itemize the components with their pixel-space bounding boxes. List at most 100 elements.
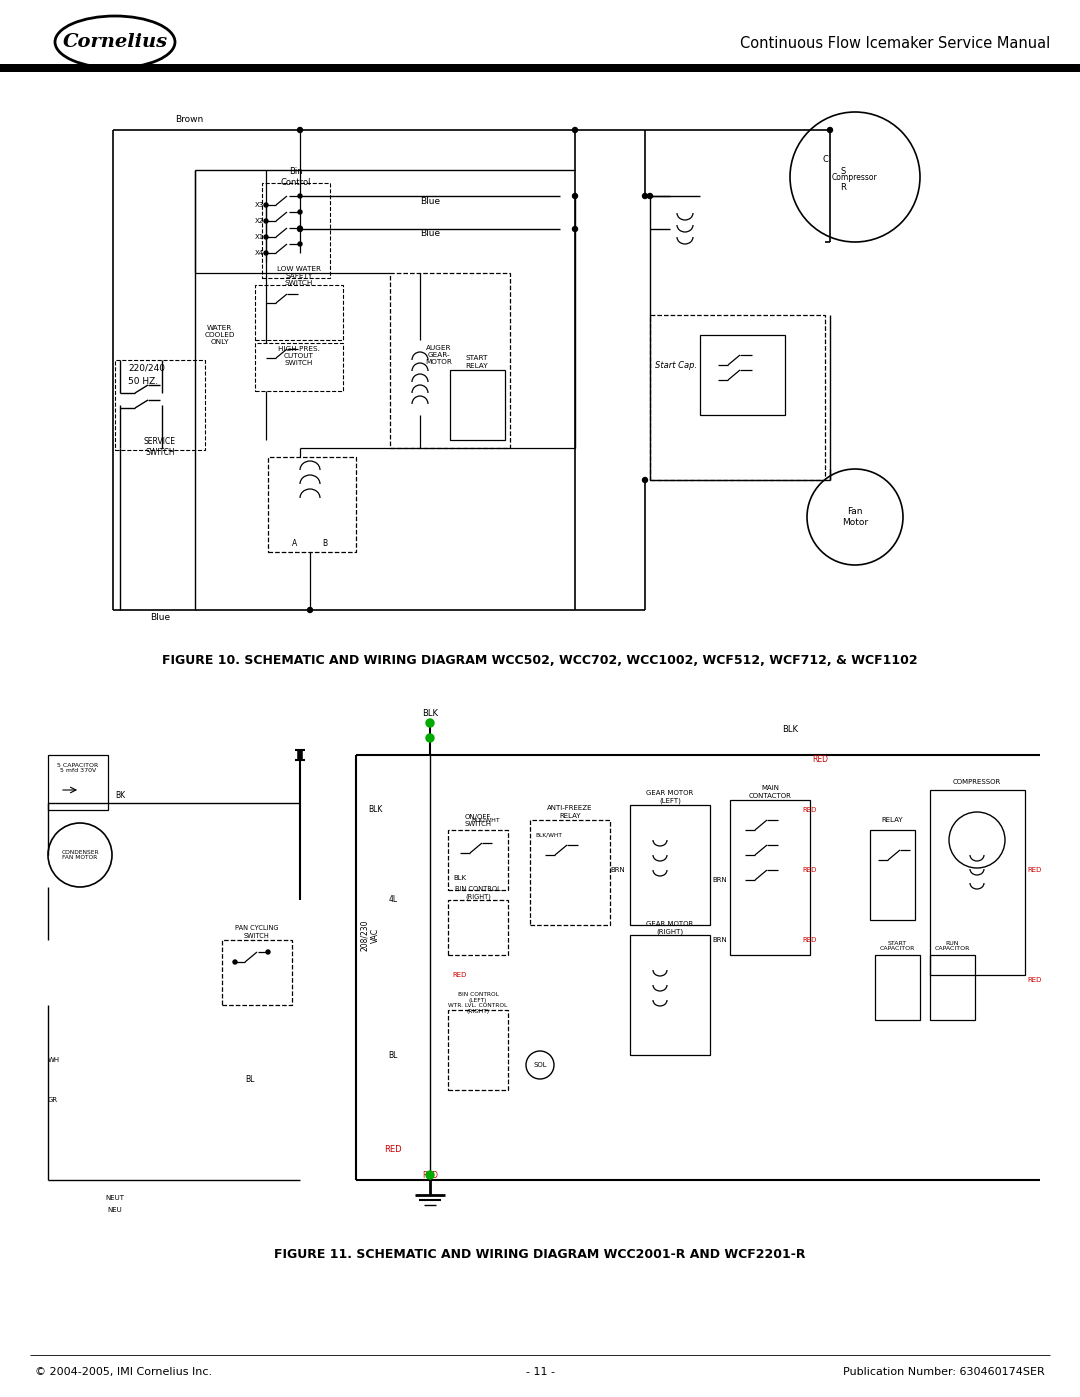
Circle shape: [298, 242, 302, 246]
Bar: [875, 956, 920, 1020]
Text: BK: BK: [114, 791, 125, 799]
Circle shape: [266, 950, 270, 954]
Text: HIGH PRES.
CUTOUT
SWITCH: HIGH PRES. CUTOUT SWITCH: [278, 346, 320, 366]
Circle shape: [643, 194, 648, 198]
Circle shape: [297, 226, 302, 232]
Circle shape: [949, 812, 1005, 868]
Circle shape: [426, 719, 434, 726]
Circle shape: [264, 203, 268, 207]
Text: RED: RED: [422, 1171, 438, 1179]
Text: B: B: [323, 538, 327, 548]
Text: WATER
COOLED
ONLY: WATER COOLED ONLY: [204, 326, 235, 345]
Text: 208/230
VAC: 208/230 VAC: [361, 919, 380, 951]
Text: RED: RED: [812, 756, 828, 764]
Text: CONDENSER
FAN MOTOR: CONDENSER FAN MOTOR: [62, 849, 98, 861]
Text: BLK: BLK: [782, 725, 798, 735]
Text: Start Cap.: Start Cap.: [654, 360, 697, 369]
Bar: [268, 457, 356, 552]
Text: BRN: BRN: [610, 868, 625, 873]
Text: START
RELAY: START RELAY: [465, 355, 488, 369]
Bar: [530, 820, 610, 925]
Text: Continuous Flow Icemaker Service Manual: Continuous Flow Icemaker Service Manual: [740, 36, 1050, 52]
Text: BRN: BRN: [713, 937, 727, 943]
Text: BRN: BRN: [713, 877, 727, 883]
Bar: [870, 830, 915, 921]
Text: R: R: [840, 183, 846, 193]
Text: S: S: [840, 168, 846, 176]
Circle shape: [233, 960, 237, 964]
Text: BLK: BLK: [422, 708, 438, 718]
Text: X1: X1: [255, 235, 264, 240]
Text: RELAY: RELAY: [881, 817, 903, 823]
Bar: [448, 900, 508, 956]
Text: C: C: [822, 155, 828, 165]
Circle shape: [426, 1171, 434, 1179]
Text: Cornelius: Cornelius: [63, 34, 167, 52]
Text: MAIN
CONTACTOR: MAIN CONTACTOR: [748, 785, 792, 799]
Text: 220/240: 220/240: [129, 363, 165, 373]
Bar: [450, 370, 505, 440]
Text: RED: RED: [802, 807, 818, 813]
Text: X3: X3: [255, 203, 264, 208]
Bar: [222, 940, 292, 1004]
Text: GEAR MOTOR
(RIGHT): GEAR MOTOR (RIGHT): [646, 921, 693, 935]
Text: START
CAPACITOR: START CAPACITOR: [879, 940, 915, 951]
Text: RED: RED: [802, 868, 818, 873]
Text: RUN
CAPACITOR: RUN CAPACITOR: [934, 940, 970, 951]
Circle shape: [827, 127, 833, 133]
Text: GR: GR: [48, 1097, 58, 1104]
Text: BIN CONTROL
(RIGHT): BIN CONTROL (RIGHT): [455, 886, 501, 900]
Circle shape: [264, 219, 268, 224]
Bar: [730, 800, 810, 956]
Text: BLK/WHT: BLK/WHT: [471, 817, 500, 823]
Text: BL: BL: [389, 1051, 397, 1059]
Text: - 11 -: - 11 -: [526, 1368, 554, 1377]
Text: NEUT: NEUT: [106, 1194, 124, 1201]
Text: X2: X2: [255, 218, 264, 224]
Circle shape: [308, 608, 312, 612]
Text: FIGURE 11. SCHEMATIC AND WIRING DIAGRAM WCC2001-R AND WCF2201-R: FIGURE 11. SCHEMATIC AND WIRING DIAGRAM …: [274, 1249, 806, 1261]
Text: Blue: Blue: [150, 613, 171, 623]
Circle shape: [807, 469, 903, 564]
Text: WH: WH: [48, 1058, 60, 1063]
Text: Brown: Brown: [175, 116, 203, 124]
Text: FIGURE 10. SCHEMATIC AND WIRING DIAGRAM WCC502, WCC702, WCC1002, WCF512, WCF712,: FIGURE 10. SCHEMATIC AND WIRING DIAGRAM …: [162, 654, 918, 666]
Bar: [48, 754, 108, 810]
Circle shape: [572, 194, 578, 198]
Text: © 2004-2005, IMI Cornelius Inc.: © 2004-2005, IMI Cornelius Inc.: [35, 1368, 212, 1377]
Text: BLK/WHT: BLK/WHT: [535, 833, 562, 837]
Text: Publication Number: 630460174SER: Publication Number: 630460174SER: [843, 1368, 1045, 1377]
Circle shape: [789, 112, 920, 242]
Text: SOL: SOL: [534, 1062, 546, 1067]
Text: COMPRESSOR: COMPRESSOR: [953, 780, 1001, 785]
Circle shape: [426, 733, 434, 742]
Bar: [930, 956, 975, 1020]
Bar: [448, 1010, 508, 1090]
Text: BIN CONTROL
(LEFT)
WTR. LVL. CONTROL
(RIGHT): BIN CONTROL (LEFT) WTR. LVL. CONTROL (RI…: [448, 992, 508, 1014]
Circle shape: [572, 226, 578, 232]
Circle shape: [298, 194, 302, 198]
Bar: [650, 314, 825, 481]
Circle shape: [297, 127, 302, 133]
Bar: [448, 830, 508, 890]
Bar: [930, 789, 1025, 975]
Bar: [0, 64, 1080, 73]
Circle shape: [572, 127, 578, 133]
Text: SERVICE
SWITCH: SERVICE SWITCH: [144, 437, 176, 457]
Text: RED: RED: [1028, 977, 1042, 983]
Text: Blue: Blue: [420, 229, 440, 237]
Text: BL: BL: [245, 1076, 255, 1084]
Text: LOW WATER
SAFETY
SWITCH: LOW WATER SAFETY SWITCH: [276, 265, 321, 286]
Text: NEU: NEU: [108, 1207, 122, 1213]
Bar: [630, 935, 710, 1055]
Text: BLK: BLK: [453, 875, 467, 882]
Text: BLK: BLK: [368, 806, 382, 814]
Bar: [262, 183, 330, 278]
Text: PAN CYCLING
SWITCH: PAN CYCLING SWITCH: [235, 925, 279, 939]
Bar: [114, 360, 205, 450]
Bar: [255, 285, 343, 339]
Text: RED: RED: [802, 937, 818, 943]
Text: Bin
Control: Bin Control: [281, 168, 311, 187]
Text: Blue: Blue: [420, 197, 440, 207]
Text: Compressor: Compressor: [832, 172, 878, 182]
